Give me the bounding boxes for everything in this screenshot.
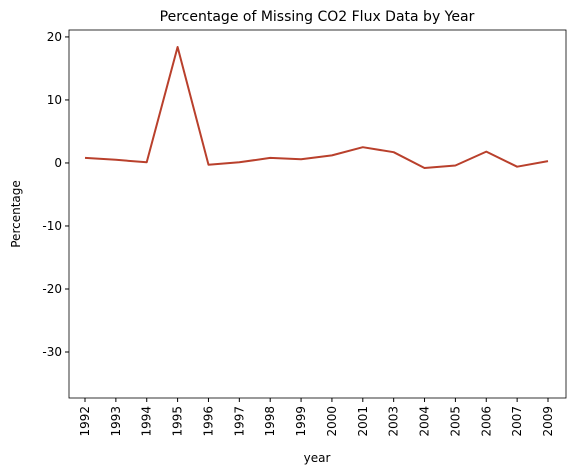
- y-tick-label: 0: [54, 156, 62, 170]
- line-series: [84, 46, 549, 169]
- x-tick-label: 1997: [232, 406, 246, 437]
- y-tick-label: -30: [42, 345, 62, 359]
- x-tick-label: 1995: [171, 406, 185, 437]
- y-tick-label: -20: [42, 282, 62, 296]
- x-tick-label: 1994: [140, 406, 154, 437]
- x-tick-label: 2003: [387, 406, 401, 437]
- x-tick-label: 2000: [325, 406, 339, 437]
- y-tick-label: -10: [42, 219, 62, 233]
- x-tick-label: 2005: [448, 406, 462, 437]
- plot-frame: [68, 29, 567, 399]
- x-tick-label: 2007: [510, 406, 524, 437]
- y-axis-label: Percentage: [9, 180, 23, 248]
- x-tick-label: 1996: [201, 406, 215, 437]
- x-tick-label: 2009: [541, 406, 555, 437]
- y-tick-label: 10: [47, 93, 62, 107]
- x-tick-label: 2004: [418, 406, 432, 437]
- chart-title: Percentage of Missing CO2 Flux Data by Y…: [160, 9, 475, 25]
- y-tick-label: 20: [47, 30, 62, 44]
- x-tick-label: 2006: [479, 406, 493, 437]
- x-tick-label: 1992: [78, 406, 92, 437]
- x-axis-label: year: [304, 451, 331, 465]
- x-tick-label: 1998: [263, 406, 277, 437]
- x-tick-label: 1993: [109, 406, 123, 437]
- x-tick-label: 1999: [294, 406, 308, 437]
- x-tick-label: 2001: [356, 406, 370, 437]
